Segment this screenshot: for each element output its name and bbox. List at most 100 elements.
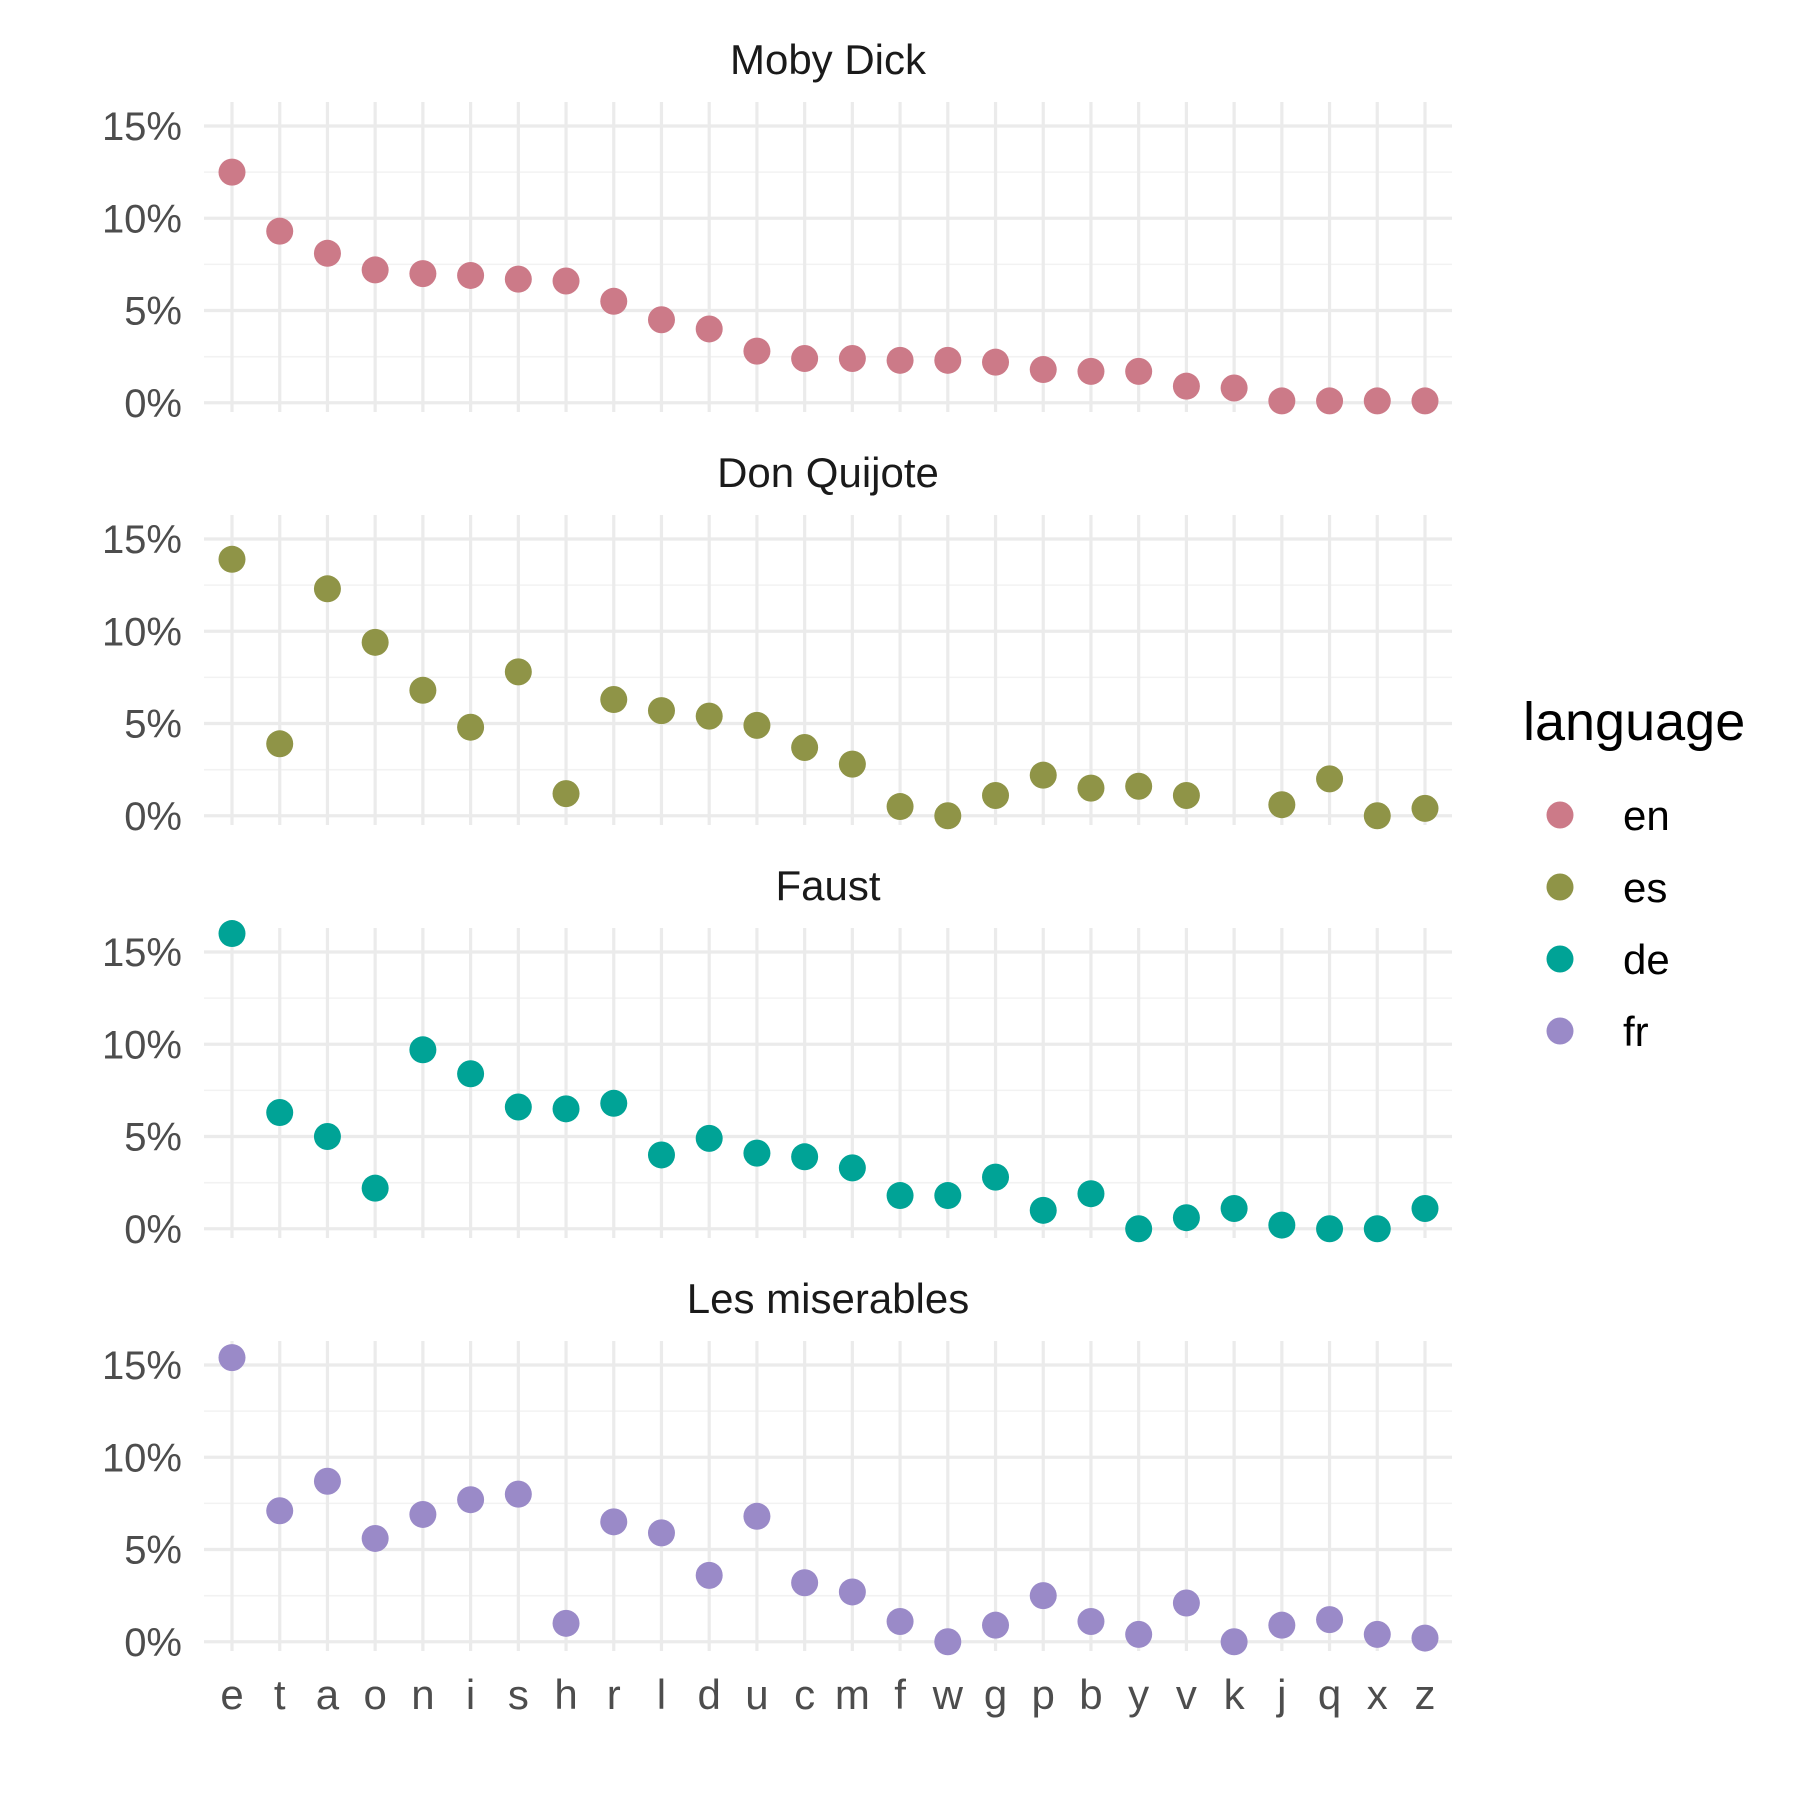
facet-panel: Don Quijote 0% 5% 10% 15% [102, 449, 1452, 839]
facet-title: Les miserables [687, 1275, 969, 1322]
x-tick-label: p [1032, 1671, 1055, 1718]
facet-panels: Moby Dick 0% 5% 10% 15% Don Quijote 0% 5% 10% 15%… [102, 36, 1452, 1665]
data-point [791, 1569, 819, 1597]
data-point [457, 261, 485, 289]
data-point [838, 1578, 866, 1606]
data-point [504, 265, 532, 293]
data-point [1172, 372, 1200, 400]
data-point [1172, 1204, 1200, 1232]
data-point [552, 780, 580, 808]
x-tick-label: j [1275, 1671, 1286, 1718]
data-point [409, 1500, 437, 1528]
data-point [457, 1486, 485, 1514]
data-point [886, 1607, 914, 1635]
data-point [1029, 1196, 1057, 1224]
x-tick-label: y [1128, 1671, 1149, 1718]
data-point [1316, 387, 1344, 415]
data-point [552, 267, 580, 295]
data-point [1077, 774, 1105, 802]
data-point [361, 1174, 389, 1202]
data-point [1125, 772, 1153, 800]
data-point [361, 256, 389, 284]
y-tick-label: 15% [102, 518, 182, 562]
data-point [1268, 387, 1296, 415]
data-point [791, 344, 819, 372]
data-point [886, 1182, 914, 1210]
legend-label: es [1623, 864, 1667, 911]
data-point [1411, 1194, 1439, 1222]
facet-title: Don Quijote [717, 449, 939, 496]
x-tick-label: k [1224, 1671, 1246, 1718]
data-point [838, 1154, 866, 1182]
data-point [1220, 374, 1248, 402]
data-point [266, 1099, 294, 1127]
y-tick-label: 10% [102, 1023, 182, 1067]
data-point [934, 802, 962, 830]
data-point [838, 344, 866, 372]
data-point [1316, 1606, 1344, 1634]
data-point [743, 711, 771, 739]
data-point [982, 781, 1010, 809]
data-point [1172, 781, 1200, 809]
data-point [266, 730, 294, 758]
data-point [1125, 357, 1153, 385]
data-point [647, 1141, 675, 1169]
data-point [552, 1609, 580, 1637]
x-tick-label: b [1079, 1671, 1102, 1718]
data-point [504, 658, 532, 686]
data-point [743, 337, 771, 365]
data-point [934, 1182, 962, 1210]
data-point [1125, 1620, 1153, 1648]
data-point [266, 1497, 294, 1525]
x-tick-label: r [607, 1671, 621, 1718]
x-tick-label: l [657, 1671, 666, 1718]
legend-label: fr [1623, 1008, 1649, 1055]
legend-key [1546, 801, 1574, 829]
y-tick-label: 5% [124, 1116, 182, 1160]
x-tick-label: e [220, 1671, 243, 1718]
data-point [1029, 356, 1057, 384]
y-tick-label: 0% [124, 795, 182, 839]
data-point [409, 1036, 437, 1064]
y-tick-label: 15% [102, 1344, 182, 1388]
data-point [934, 346, 962, 374]
facet-title: Faust [775, 862, 880, 909]
y-tick-label: 5% [124, 290, 182, 334]
y-tick-label: 10% [102, 1436, 182, 1480]
x-tick-label: a [316, 1671, 340, 1718]
data-point [218, 158, 246, 186]
data-point [361, 628, 389, 656]
data-point [647, 1519, 675, 1547]
data-point [313, 239, 341, 267]
legend-entries: en es de fr [1546, 792, 1670, 1055]
data-point [313, 575, 341, 603]
data-point [218, 920, 246, 948]
y-tick-label: 5% [124, 703, 182, 747]
x-tick-label: i [466, 1671, 475, 1718]
x-tick-label: d [698, 1671, 721, 1718]
data-point [695, 1124, 723, 1152]
data-point [934, 1628, 962, 1656]
x-tick-label: f [894, 1671, 906, 1718]
x-tick-label: v [1176, 1671, 1197, 1718]
data-point [1316, 765, 1344, 793]
data-point [504, 1093, 532, 1121]
data-point [218, 1344, 246, 1372]
data-point [409, 676, 437, 704]
legend: language en es de fr [1523, 692, 1745, 1055]
data-point [886, 346, 914, 374]
legend-key [1546, 873, 1574, 901]
x-tick-label: s [508, 1671, 529, 1718]
y-tick-label: 10% [102, 610, 182, 654]
x-tick-label: o [363, 1671, 386, 1718]
data-point [1029, 1582, 1057, 1610]
data-point [647, 306, 675, 334]
data-point [1316, 1215, 1344, 1243]
data-point [1220, 1194, 1248, 1222]
data-point [1411, 387, 1439, 415]
data-point [1363, 802, 1391, 830]
facet-panel: Les miserables 0% 5% 10% 15% [102, 1275, 1452, 1665]
x-tick-label: z [1415, 1671, 1436, 1718]
data-point [313, 1123, 341, 1151]
